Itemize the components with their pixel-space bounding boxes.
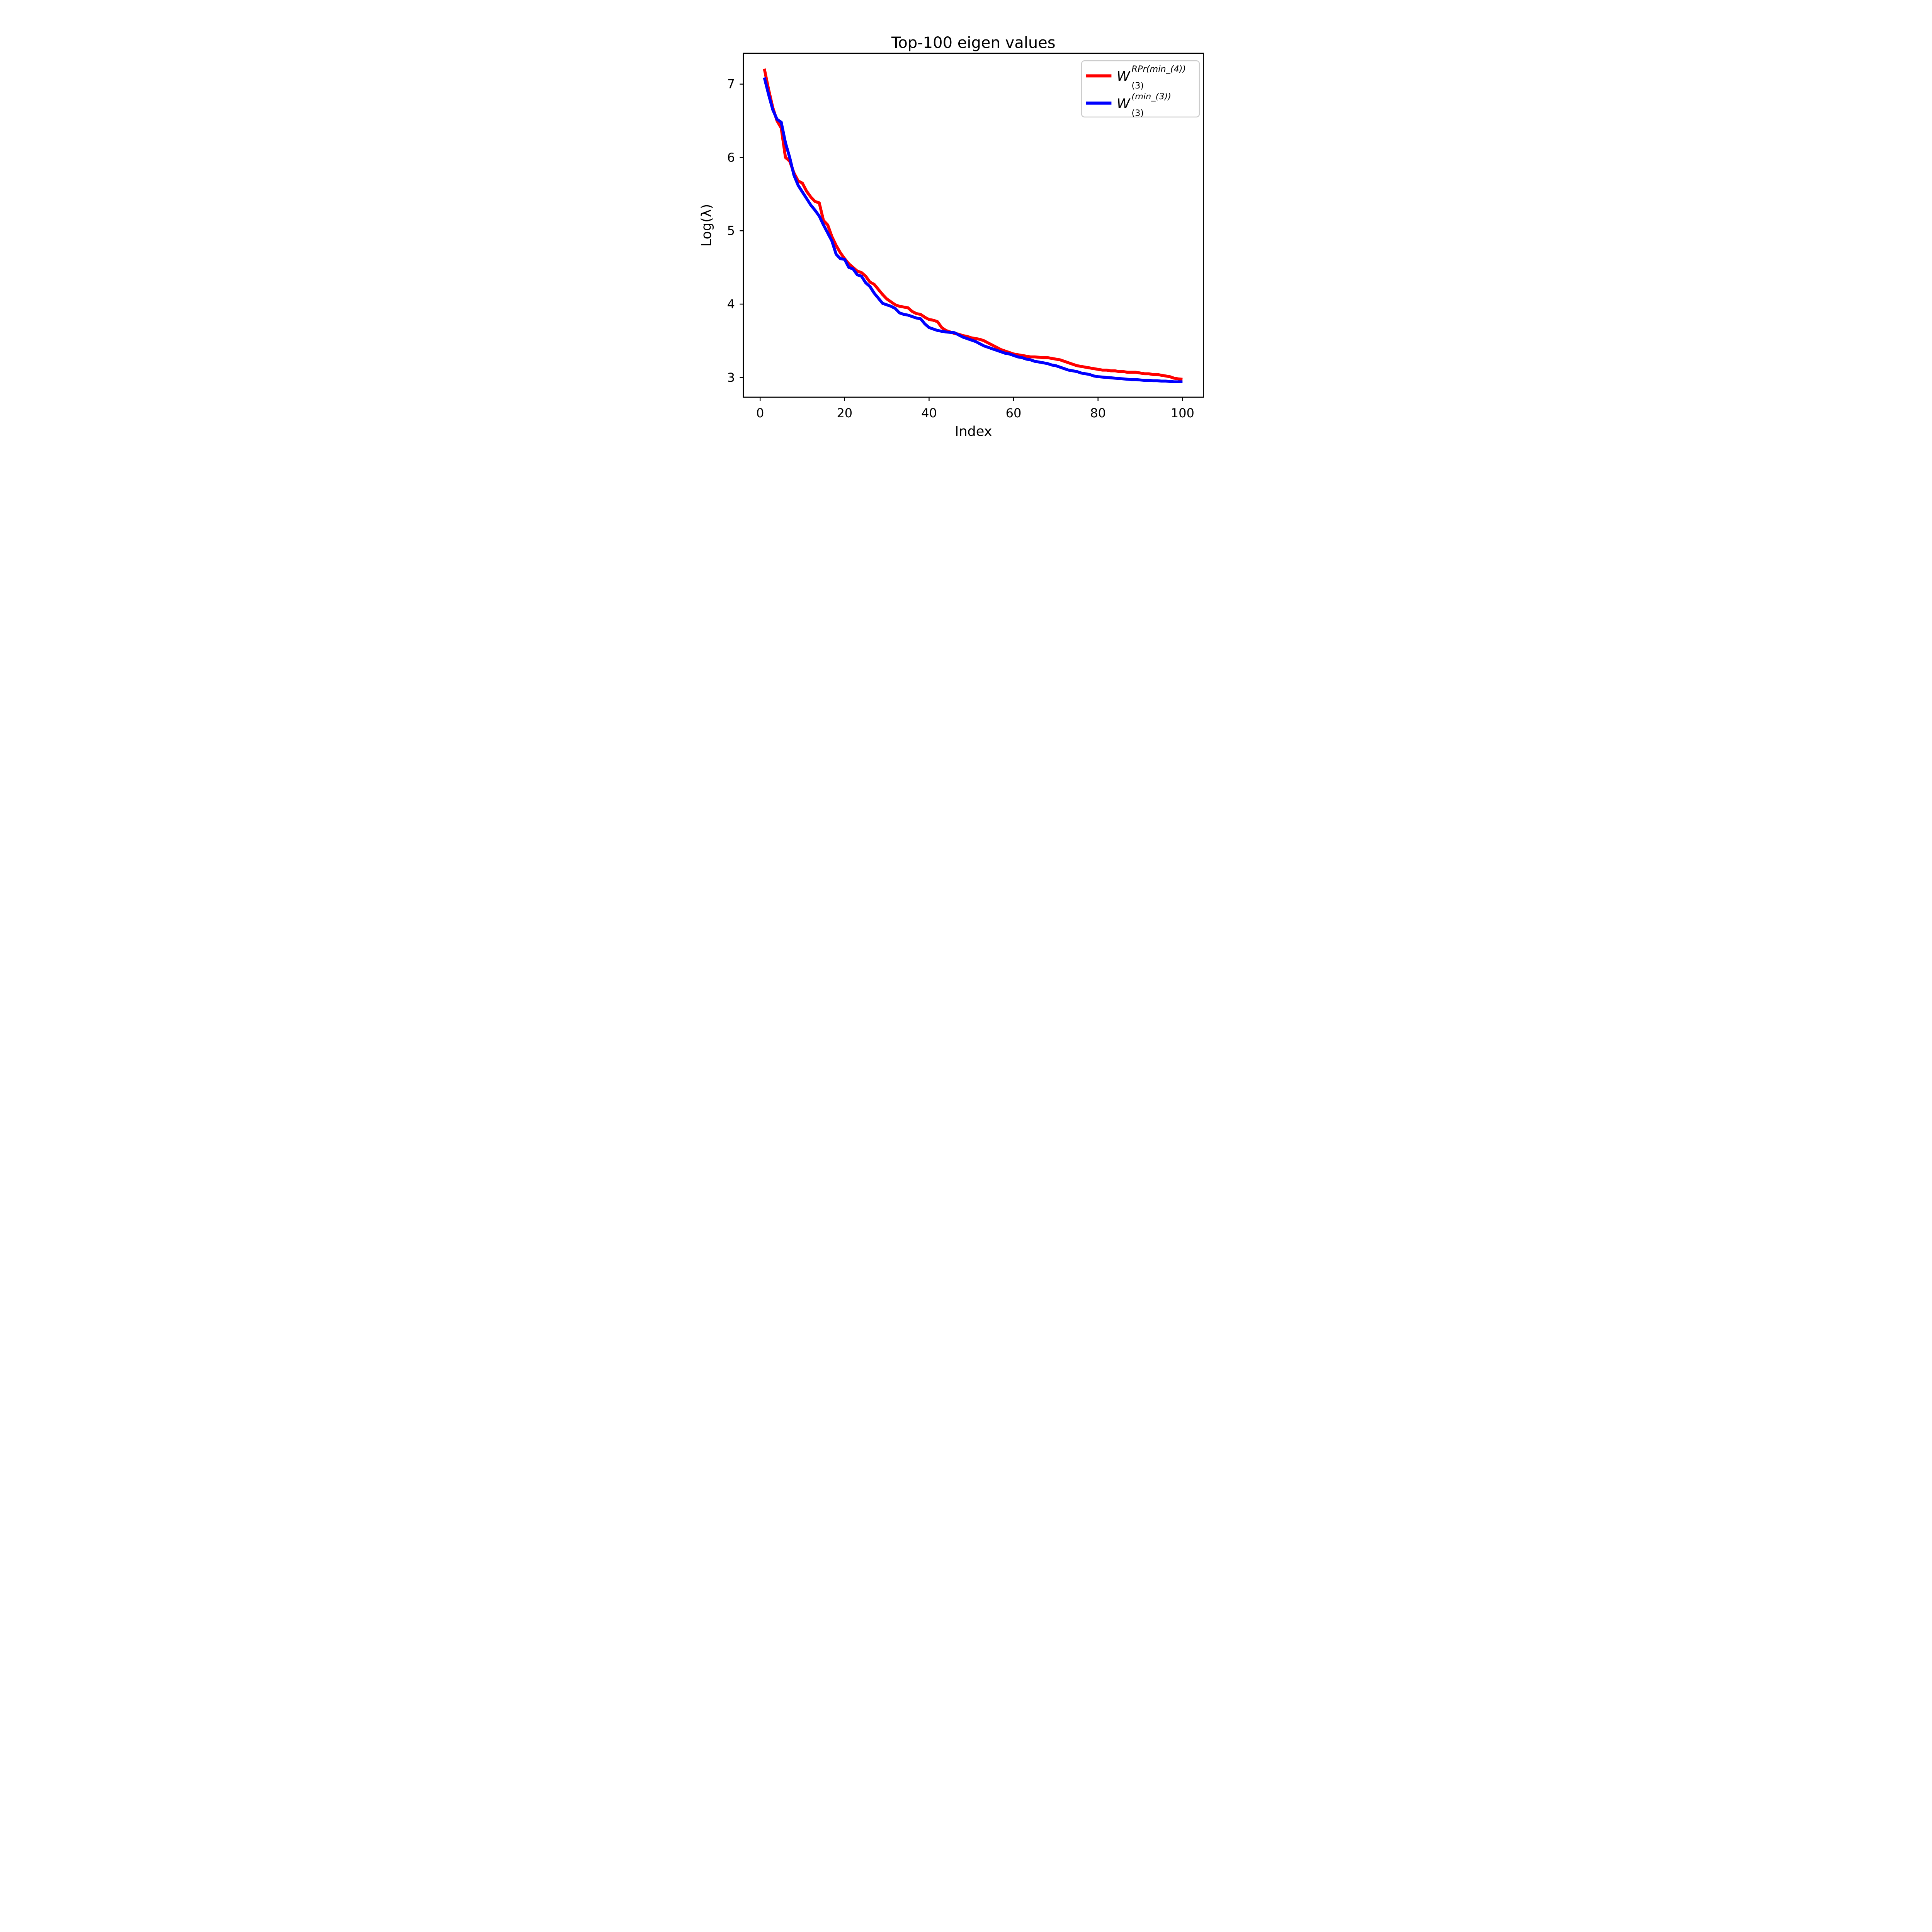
plot-area — [743, 53, 1204, 398]
legend-label-red-base: W — [1117, 69, 1131, 84]
red-series-line — [763, 68, 1183, 381]
x-axis-ticks: 0 20 40 60 80 100 — [756, 397, 1194, 420]
x-tick-label: 80 — [1090, 406, 1106, 420]
y-tick-label: 7 — [727, 77, 735, 92]
chart-canvas: Top-100 eigen values 0 20 40 60 80 100 34567 … — [699, 34, 1204, 439]
chart-title: Top-100 eigen values — [891, 34, 1056, 52]
x-tick-label: 20 — [837, 406, 852, 420]
y-axis-label: Log(λ) — [699, 204, 714, 247]
x-tick-label: 60 — [1006, 406, 1022, 420]
y-tick-label: 4 — [727, 297, 735, 311]
series-lines — [763, 68, 1183, 383]
y-tick-label: 6 — [727, 150, 735, 165]
legend-label-red-sub: (3) — [1131, 81, 1144, 91]
legend: W RPr(min_(4)) (3) W (min_(3)) (3) — [1081, 60, 1200, 118]
legend-label-blue-sub: (3) — [1131, 108, 1144, 118]
y-axis-ticks: 3 4 5 6 7 — [727, 77, 743, 385]
y-tick-label: 5 — [727, 223, 735, 238]
y-tick-label: 3 — [727, 370, 735, 385]
legend-label-red-sup: RPr(min_(4)) — [1131, 64, 1186, 74]
x-tick-label: 40 — [921, 406, 937, 420]
x-axis-label: Index — [955, 424, 992, 439]
x-tick-label: 100 — [1171, 406, 1194, 420]
legend-label-blue-base: W — [1117, 96, 1131, 112]
blue-series-line — [763, 77, 1183, 383]
x-tick-label: 0 — [756, 406, 764, 420]
legend-label-blue-sup: (min_(3)) — [1131, 92, 1171, 102]
